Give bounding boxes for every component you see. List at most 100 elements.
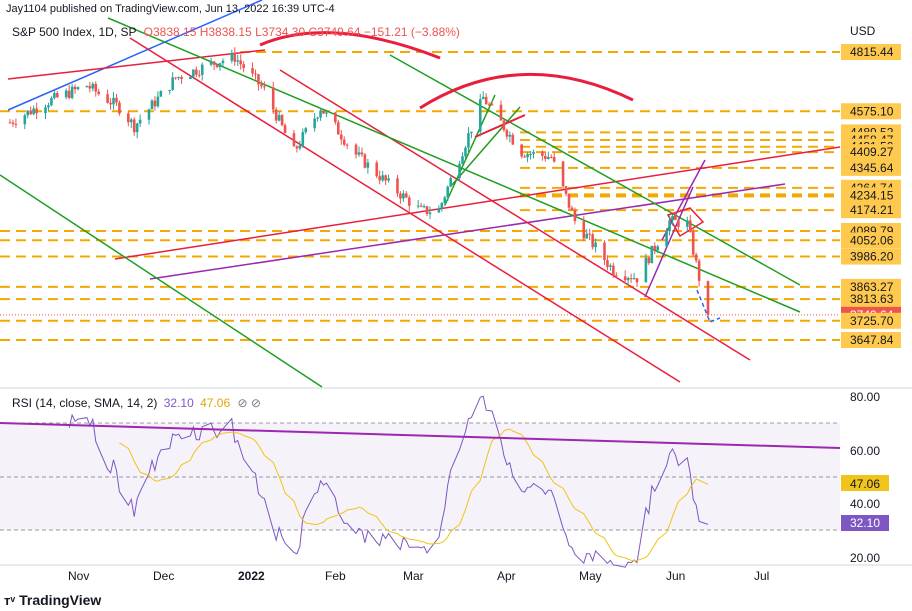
candle-body xyxy=(97,91,101,95)
candle-body xyxy=(360,152,364,155)
level-tag xyxy=(841,291,901,308)
ohlc-values: O3838.15 H3838.15 L3734.30 C3749.64 −151… xyxy=(143,25,460,39)
candle-body xyxy=(53,92,56,99)
candle-body xyxy=(706,280,710,315)
candle-body xyxy=(629,278,633,280)
candle-body xyxy=(407,197,411,206)
price-levels xyxy=(0,51,840,341)
candle-body xyxy=(32,108,35,115)
candle-body xyxy=(541,151,544,156)
candle-body xyxy=(35,108,38,114)
publisher-line: Jay1104 published on TradingView.com, Ju… xyxy=(6,3,335,15)
candle-body xyxy=(375,162,379,177)
candle-body xyxy=(591,234,594,248)
rsi-legend[interactable]: RSI (14, close, SMA, 14, 2) 32.10 47.06 … xyxy=(12,396,261,410)
candle-body xyxy=(127,113,130,123)
price-axis[interactable]: 4815.444575.104489.524458.474431.504409.… xyxy=(841,44,901,348)
candle-body xyxy=(171,77,174,91)
candle-body xyxy=(615,275,618,277)
candle-body xyxy=(594,242,597,248)
candle-body xyxy=(546,156,550,159)
time-label-jul: Jul xyxy=(754,569,769,583)
candle-body xyxy=(147,109,151,120)
candle-body xyxy=(644,257,648,283)
candle-body xyxy=(209,61,213,65)
candle-body xyxy=(67,90,71,98)
candle-body xyxy=(26,110,30,116)
candle-body xyxy=(529,153,532,155)
candle-body xyxy=(109,102,112,105)
tradingview-icon: ᴛᵛ xyxy=(4,592,16,608)
candle-body xyxy=(668,220,671,232)
candle-body xyxy=(505,130,509,137)
candle-body xyxy=(449,178,452,187)
candle-body xyxy=(653,245,657,251)
price-axis-label: 4174.21 xyxy=(850,203,894,217)
candle-body xyxy=(156,96,160,107)
candle-body xyxy=(399,193,402,199)
candle-body xyxy=(180,77,183,80)
symbol-title[interactable]: S&P 500 Index, 1D, SP xyxy=(12,25,137,39)
hide-icon[interactable]: ⊘ ⊘ xyxy=(237,396,261,410)
candle-body xyxy=(280,115,284,126)
level-tag xyxy=(841,159,901,176)
candle-body xyxy=(260,84,263,87)
candle-body xyxy=(342,139,346,145)
blue-trend-line xyxy=(7,0,263,111)
candle-body xyxy=(552,156,556,162)
candle-body xyxy=(304,128,308,133)
candle-body xyxy=(94,83,98,92)
candle-body xyxy=(313,118,316,129)
rsi-line xyxy=(68,395,709,568)
time-label-may: May xyxy=(579,569,602,583)
candle-body xyxy=(357,152,361,155)
candle-body xyxy=(212,61,216,65)
candle-body xyxy=(588,233,591,235)
candle-body xyxy=(325,112,328,114)
candle-body xyxy=(118,102,121,114)
candle-body xyxy=(697,260,701,281)
candle-body xyxy=(603,242,606,261)
candle-body xyxy=(254,73,257,75)
candle-body xyxy=(150,100,154,110)
candle-body xyxy=(508,134,512,137)
candle-body xyxy=(218,63,222,68)
price-axis-label: 3863.27 xyxy=(850,280,894,294)
candle-body xyxy=(405,193,408,198)
price-axis-label: 3647.84 xyxy=(850,333,894,347)
candle-body xyxy=(422,206,426,208)
candle-body xyxy=(523,156,526,158)
candle-body xyxy=(177,77,180,79)
candle-body xyxy=(189,76,192,80)
candle-body xyxy=(88,86,92,89)
candle-body xyxy=(233,52,237,62)
candle-body xyxy=(56,92,59,98)
candle-body xyxy=(251,68,254,74)
candle-body xyxy=(363,154,367,168)
candle-body xyxy=(159,91,163,97)
trend-lines xyxy=(0,0,841,388)
time-label-dec: Dec xyxy=(153,569,174,583)
rsi-axis-40: 40.00 xyxy=(850,497,880,511)
candle-body xyxy=(230,52,234,61)
purple-wedge-a xyxy=(644,186,694,298)
candle-body xyxy=(378,176,382,181)
rsi-current-value: 32.10 xyxy=(163,396,194,410)
candle-body xyxy=(544,155,547,159)
candle-body xyxy=(336,122,340,135)
candle-body xyxy=(70,86,74,98)
candle-body xyxy=(366,162,370,168)
candle-body xyxy=(443,197,447,203)
candle-body xyxy=(490,104,494,106)
candle-body xyxy=(263,86,266,88)
tradingview-logo[interactable]: ᴛᵛ TradingView xyxy=(4,592,101,608)
red-top-line xyxy=(7,49,266,80)
candle-body xyxy=(322,110,325,114)
candle-body xyxy=(384,175,387,181)
candle-body xyxy=(195,69,198,75)
candle-body xyxy=(174,77,177,79)
level-tag xyxy=(841,144,901,161)
candle-body xyxy=(168,90,172,92)
candle-body xyxy=(11,122,15,124)
